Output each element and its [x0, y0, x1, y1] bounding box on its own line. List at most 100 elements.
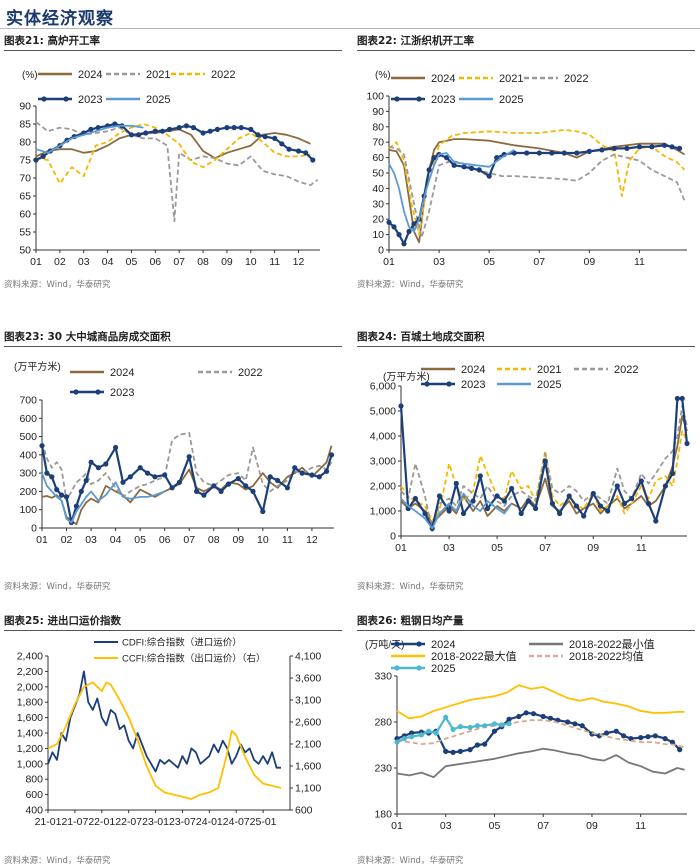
x-tick-label: 21-01 [35, 816, 62, 828]
y-tick-label: 1,400 [17, 728, 43, 740]
data-point [186, 454, 192, 460]
x-tick-label: 01 [36, 534, 48, 546]
unit-label: (万平方米) [383, 370, 430, 383]
x-tick-label: 21-07 [61, 816, 88, 828]
chart-blast-furnace-rate: 50 55 60 65 70 75 80 85 90 01 02 03 04 05 06 07 08 09 10 11… [19, 69, 320, 268]
data-point [453, 480, 459, 487]
series-line-3 [396, 719, 685, 749]
x-tick-label: 07 [173, 256, 185, 268]
panel-freight-index: 图表25: 进出口运价指数 400 600 800 1,000 1,200 1,400 1,… [4, 614, 344, 866]
legend-marker [394, 665, 400, 671]
x-tick-label: 24-07 [223, 816, 250, 828]
data-point [450, 749, 456, 755]
data-point [652, 733, 658, 739]
panel-housing-sales: 图表23: 30 大中城商品房成交面积 0 100 200 300 400 500 600 7… [4, 330, 344, 592]
data-point [638, 478, 644, 484]
data-point [436, 493, 443, 499]
data-point [638, 735, 644, 741]
data-point [279, 141, 285, 147]
data-point [201, 492, 207, 498]
legend-marker [446, 381, 452, 387]
x-tick-label: 04 [102, 256, 114, 268]
data-point [486, 173, 492, 179]
x-tick-label: 01 [395, 542, 407, 554]
data-point [614, 483, 620, 489]
series-line-3 [41, 472, 166, 524]
legend-marker [416, 665, 422, 671]
data-point [162, 472, 168, 478]
data-point [63, 494, 70, 500]
x-tick-label: 12 [293, 256, 305, 268]
x-tick-label: 09 [587, 542, 599, 554]
x-tick-label: 03 [78, 256, 90, 268]
data-point [621, 500, 628, 507]
data-point [40, 153, 46, 159]
data-point [484, 505, 491, 512]
y-tick-label: 400 [19, 449, 37, 461]
data-point [599, 147, 605, 153]
y2-tick-label: 2,600 [295, 717, 321, 729]
data-point [295, 148, 302, 154]
data-point [573, 503, 579, 509]
data-point [262, 134, 268, 140]
legend-marker [73, 389, 79, 395]
y-tick-label: 55 [19, 227, 31, 239]
y-tick-label: 280 [374, 717, 392, 729]
x-tick-label: 11 [282, 534, 293, 546]
y-tick-label: 300 [19, 468, 37, 480]
chart-housing-sales: 0 100 200 300 400 500 600 700 01 02 03 04 05 06 07 08 09… [14, 360, 335, 546]
data-point [396, 232, 402, 238]
data-point [328, 452, 335, 458]
data-point [613, 728, 619, 734]
data-point [499, 722, 505, 728]
data-point [275, 477, 281, 484]
data-point [183, 123, 189, 129]
y-tick-label: 200 [19, 486, 37, 498]
data-point [501, 498, 507, 504]
data-point [491, 721, 498, 727]
data-point [653, 518, 659, 524]
page-title: 实体经济观察 [6, 9, 114, 29]
data-point [628, 736, 634, 742]
title-divider [0, 28, 700, 29]
y-tick-label: 1,800 [17, 697, 43, 709]
data-point [200, 130, 206, 136]
data-point [218, 488, 224, 494]
panel-crude-steel: 图表26: 粗钢日均产量 180 230 280 330 01 03 05 07 09 11 (万吨… [357, 614, 697, 866]
y2-tick-label: 3,600 [295, 673, 321, 685]
data-point [574, 150, 580, 156]
y2-tick-label: 3,100 [295, 695, 321, 707]
x-tick-label: 23-01 [142, 816, 169, 828]
data-point [250, 488, 256, 494]
data-point [243, 483, 249, 489]
series-line-4 [400, 492, 513, 530]
data-point [426, 167, 432, 173]
data-point [446, 508, 452, 514]
data-point [144, 470, 151, 476]
y-tick-label: 90 [19, 101, 31, 113]
data-point [474, 723, 480, 729]
legend-label: 2018-2022最大值 [431, 649, 517, 663]
y-tick-label: 0 [390, 531, 396, 543]
data-point [624, 145, 630, 151]
data-point [409, 730, 415, 736]
data-point [431, 155, 437, 161]
y-tick-label: 60 [372, 152, 384, 164]
data-point [536, 150, 542, 156]
series-line-3 [399, 397, 689, 530]
data-point [506, 721, 512, 727]
legend-label: 2025 [146, 94, 170, 106]
data-point [581, 513, 587, 519]
data-point [260, 508, 266, 515]
y-tick-label: 3,000 [370, 456, 396, 468]
unit-label: (万平方米) [14, 360, 61, 373]
data-point [494, 493, 500, 499]
data-point [88, 459, 94, 465]
data-point [324, 468, 330, 474]
data-point [540, 713, 546, 720]
x-tick-label: 05 [489, 820, 501, 832]
data-point [394, 739, 400, 745]
legend-label: 2025 [499, 94, 523, 106]
panel-loom-rate: 图表22: 江浙织机开工率 0 10 20 30 40 50 60 70 80 90 100 01 03… [357, 34, 697, 290]
